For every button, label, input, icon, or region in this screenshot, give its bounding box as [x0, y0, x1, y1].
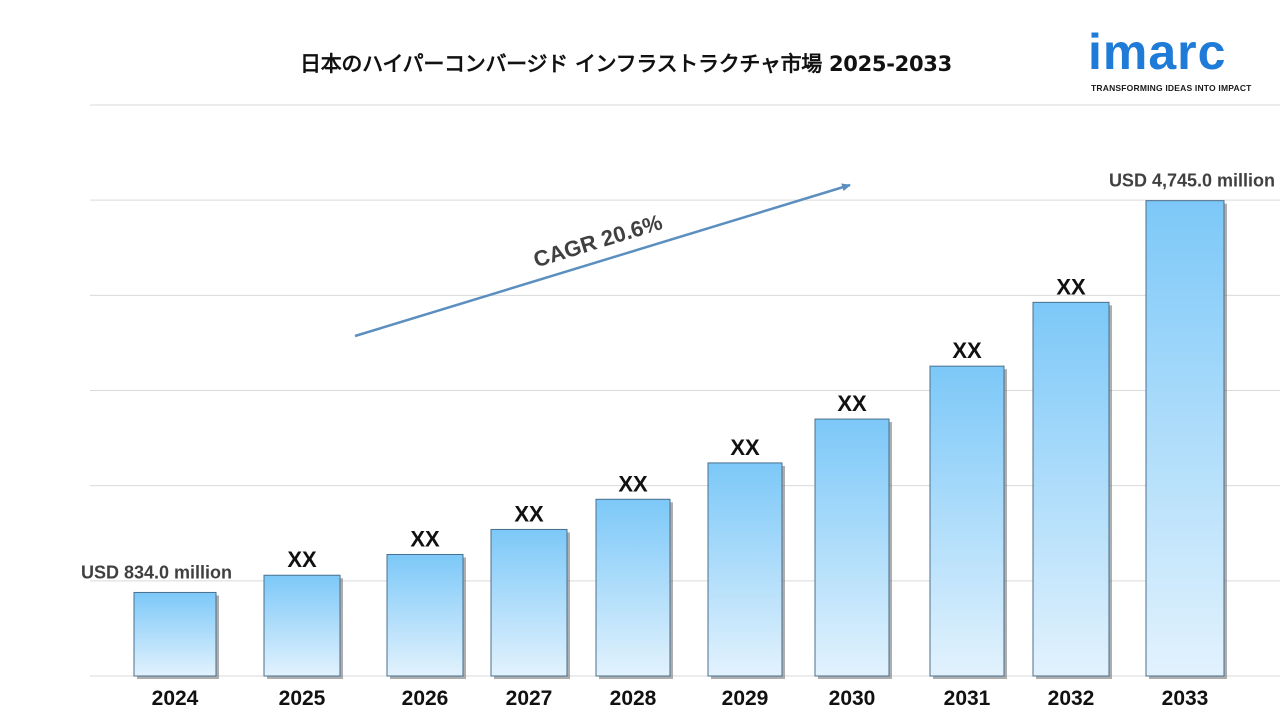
logo-tagline: TRANSFORMING IDEAS INTO IMPACT [1091, 83, 1252, 93]
bar-2033 [1145, 200, 1225, 677]
data-label-2031: XX [952, 338, 982, 363]
data-label-2030: XX [837, 391, 867, 416]
data-labels: USD 834.0 million XX XX XX XX XX XX XX XX USD 4,7… [81, 171, 1275, 583]
bar-2029 [707, 462, 783, 677]
cagr-arrow [354, 183, 851, 338]
logo-wordmark: imarc [1088, 24, 1227, 80]
x-tick-2029: 2029 [722, 687, 769, 710]
x-tick-2027: 2027 [506, 687, 553, 710]
data-label-2029: XX [730, 435, 760, 460]
bar-2025 [263, 574, 341, 677]
x-tick-2033: 2033 [1162, 687, 1209, 710]
data-label-2028: XX [618, 471, 648, 496]
bar-2030 [814, 418, 890, 677]
data-label-2033: USD 4,745.0 million [1109, 171, 1275, 191]
data-label-2025: XX [287, 547, 317, 572]
chart-title: 日本のハイパーコンバージド インフラストラクチャ市場 2025-2033 [300, 52, 952, 76]
x-tick-2024: 2024 [152, 687, 199, 710]
data-label-2027: XX [514, 501, 544, 526]
cagr-annotation: CAGR 20.6% [354, 183, 851, 338]
bar-2026 [386, 553, 464, 677]
imarc-logo: imarc TRANSFORMING IDEAS INTO IMPACT [1088, 22, 1263, 96]
bar-2032 [1032, 301, 1110, 677]
bar-2031 [929, 365, 1005, 677]
x-tick-2032: 2032 [1048, 687, 1095, 710]
x-tick-2031: 2031 [944, 687, 991, 710]
x-axis-ticks: 2024 2025 2026 2027 2028 2029 2030 2031 2032 2033 [152, 687, 1209, 710]
bars [133, 200, 1227, 679]
x-tick-2028: 2028 [610, 687, 657, 710]
x-tick-2030: 2030 [829, 687, 876, 710]
x-tick-2026: 2026 [402, 687, 449, 710]
data-label-2032: XX [1056, 274, 1086, 299]
data-label-2024: USD 834.0 million [81, 562, 232, 582]
bar-2027 [490, 528, 568, 677]
bar-2024 [133, 591, 217, 677]
data-label-2026: XX [410, 526, 440, 551]
bar-2028 [595, 498, 671, 677]
x-tick-2025: 2025 [279, 687, 326, 710]
